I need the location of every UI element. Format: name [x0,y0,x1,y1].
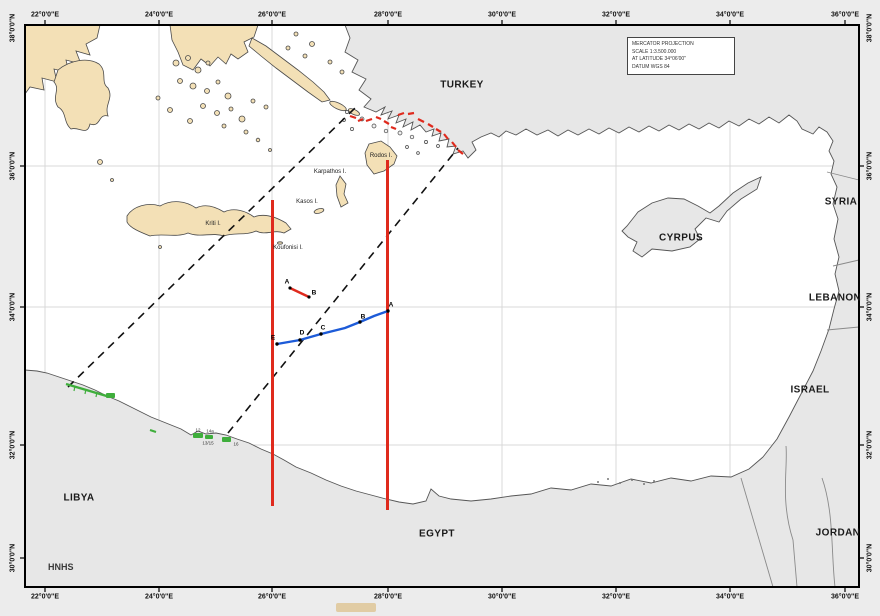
lon-label-bottom-30e: 30°0'0"E [487,593,517,601]
country-label-jordan: JORDAN [815,527,861,539]
blue-route-point-a [386,309,390,313]
lon-label-top-22e: 22°0'0"E [30,11,60,19]
country-label-cyprus: CYRPUS [658,232,704,244]
blue-route-label-b: B [360,313,366,321]
lon-label-top-34e: 34°0'0"E [715,11,745,19]
blue-route-label-c: C [320,324,326,332]
projection-note: MERCATOR PROJECTION SCALE 1:3.500.000 AT… [627,37,735,75]
lat-label-right-38n: 38°0'0"N [866,13,874,43]
lat-label-left-30n: 30°0'0"N [9,543,17,573]
green-mark-label-14a: 14a [206,428,214,434]
island-label-kriti: Kriti I. [205,221,221,227]
country-label-egypt: EGYPT [419,528,455,540]
map-frame [24,24,860,588]
lon-label-top-24e: 24°0'0"E [144,11,174,19]
island-label-rodos: Rodos I. [369,153,393,159]
lon-label-top-30e: 30°0'0"E [487,11,517,19]
country-label-syria: SYRIA [824,196,858,208]
country-label-libya: LIBYA [63,492,95,504]
green-coastal-marks [65,382,231,442]
country-label-lebanon: LEBANON [808,292,862,304]
red-coastal-marks [349,111,464,155]
lon-label-top-26e: 26°0'0"E [257,11,287,19]
red-meridian-lines [271,160,389,510]
red-segment-ab [288,286,311,299]
lon-label-top-36e: 36°0'0"E [830,11,860,19]
lat-label-left-38n: 38°0'0"N [9,13,17,43]
blue-route-point-d [298,338,302,342]
red-segment-label-b: B [311,289,317,297]
lon-label-bottom-36e: 36°0'0"E [830,593,860,601]
island-label-koufonisi: Koufonisi I. [273,245,303,251]
lon-label-bottom-32e: 32°0'0"E [601,593,631,601]
land-cyprus [621,176,762,258]
island-label-karpathos: Karpathos I. [313,169,347,175]
red-segment-point-b [307,295,311,299]
projection-note-line1: MERCATOR PROJECTION [632,41,694,47]
lon-label-top-28e: 28°0'0"E [373,11,403,19]
country-label-israel: ISRAEL [790,384,830,396]
dashed-median-line-east [227,147,459,434]
blue-route-point-c [319,332,323,336]
lon-label-bottom-24e: 24°0'0"E [144,593,174,601]
islets-dodecanese [342,110,440,155]
blue-route [275,309,390,346]
blue-route-label-e: E [270,334,276,342]
projection-note-line2: SCALE 1:3.500.000 [632,48,677,55]
lon-label-bottom-28e: 28°0'0"E [373,593,403,601]
lat-label-right-36n: 36°0'0"N [866,151,874,181]
country-label-turkey: TURKEY [440,79,484,91]
lat-label-left-34n: 34°0'0"N [9,292,17,322]
lat-label-right-32n: 32°0'0"N [866,430,874,460]
green-mark-label-13-15: 13/15 [202,440,214,446]
nile-delta-specks [597,478,655,485]
credit-hnhs: HNHS [48,562,74,572]
blue-route-point-e [275,342,279,346]
watermark-blob [336,603,376,612]
lon-label-bottom-26e: 26°0'0"E [257,593,287,601]
lat-label-right-30n: 30°0'0"N [866,543,874,573]
dashed-median-lines [67,107,459,434]
red-segment-point-a [288,286,292,290]
lat-label-left-32n: 32°0'0"N [9,430,17,460]
country-borders [740,171,860,588]
lon-label-bottom-34e: 34°0'0"E [715,593,745,601]
lon-label-bottom-22e: 22°0'0"E [30,593,60,601]
land-mainland-gray [24,24,860,588]
land-greece-tan [24,24,398,249]
green-mark-label-12: 12 [195,427,201,433]
lat-label-right-34n: 34°0'0"N [866,292,874,322]
lat-label-left-36n: 36°0'0"N [9,151,17,181]
dashed-median-line-west [67,107,356,388]
blue-route-label-a: A [388,301,394,309]
projection-note-line3: AT LATITUDE 34°06'00" [632,56,686,62]
blue-route-point-b [358,320,362,324]
lon-label-top-32e: 32°0'0"E [601,11,631,19]
red-segment-label-a: A [284,278,290,286]
green-mark-label-16: 16 [233,441,239,447]
island-label-kasos: Kasos I. [296,199,318,205]
blue-route-label-d: D [299,329,305,337]
projection-note-line4: DATUM WGS 84 [632,63,670,70]
